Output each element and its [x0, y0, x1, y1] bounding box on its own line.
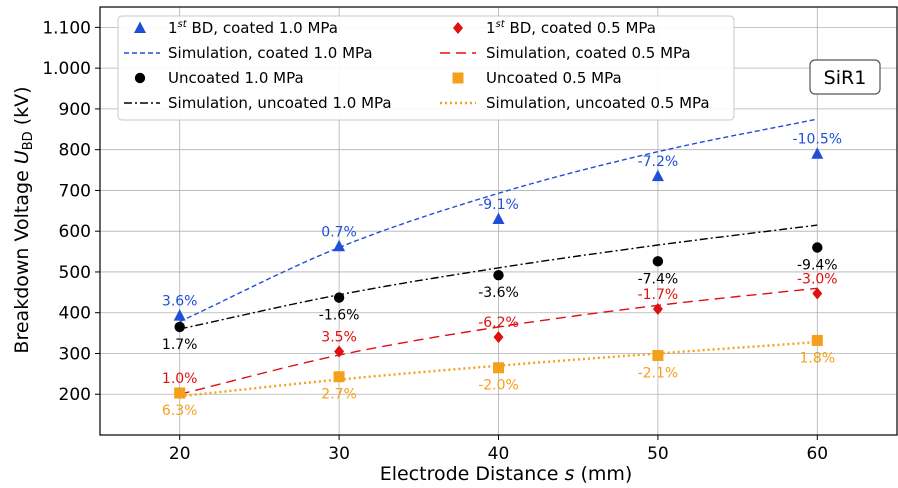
data-label: 3.6% [162, 294, 198, 310]
data-label: -7.2% [638, 154, 679, 170]
x-tick-label: 20 [169, 444, 191, 464]
data-point [334, 345, 345, 358]
legend-marker [134, 21, 146, 33]
legend: 1st BD, coated 1.0 MPa Simulation, coated… [117, 15, 735, 121]
x-tick-label: 50 [647, 444, 669, 464]
data-point [651, 169, 664, 182]
y-tick-label: 1.100 [42, 18, 91, 38]
data-point [812, 242, 823, 253]
data-point [652, 256, 664, 267]
data-point [492, 212, 505, 224]
data-point [811, 147, 824, 159]
data-point [652, 303, 663, 316]
data-label: 6.3% [162, 403, 198, 419]
data-label: -2.1% [638, 366, 679, 382]
legend-label: 1st BD, coated 1.0 MPa [168, 19, 338, 37]
data-point [493, 331, 504, 344]
data-label: -10.5% [793, 132, 843, 148]
data-label: 0.7% [321, 224, 357, 240]
y-tick-label: 600 [59, 222, 91, 242]
y-tick-label: 900 [59, 100, 91, 120]
simulation-line [179, 287, 818, 395]
x-tick-label: 60 [806, 444, 828, 464]
legend-label: Simulation, coated 0.5 MPa [486, 44, 691, 62]
legend-label: Uncoated 1.0 MPa [168, 69, 304, 87]
legend-label: Simulation, uncoated 1.0 MPa [168, 94, 392, 112]
data-label: 1.0% [162, 371, 198, 387]
data-label: -9.4% [797, 257, 838, 273]
data-label: 3.5% [321, 329, 357, 345]
data-label: -1.6% [319, 308, 360, 324]
axis-ticks: 20 30 40 50 60 200 300 400 500 600 700 800 900 1.000 1… [42, 18, 828, 464]
data-point [173, 309, 186, 321]
annotation-box: SiR1 [809, 59, 881, 95]
data-point [811, 334, 823, 346]
data-label: 1.7% [162, 337, 198, 353]
annotation-text: SiR1 [824, 67, 867, 89]
legend-marker [134, 72, 146, 84]
data-point [812, 287, 823, 300]
y-tick-label: 500 [59, 263, 91, 283]
simulation-line [179, 224, 818, 330]
legend-label: Simulation, coated 1.0 MPa [168, 44, 373, 62]
data-label: 1.8% [800, 350, 836, 366]
legend-marker [452, 72, 464, 84]
data-point [333, 292, 345, 303]
legend-frame [117, 15, 735, 121]
legend-label: Uncoated 0.5 MPa [486, 69, 622, 87]
data-point [493, 270, 504, 281]
data-point [652, 350, 664, 362]
y-tick-label: 800 [59, 141, 91, 161]
y-axis-label: Breakdown Voltage UBD (kV) [11, 86, 36, 353]
legend-label: 1st BD, coated 0.5 MPa [486, 19, 656, 37]
data-point [333, 371, 345, 383]
data-label: -6.2% [478, 315, 519, 331]
simulation-line [179, 118, 818, 323]
data-label: -3.6% [478, 285, 519, 301]
legend-label: Simulation, uncoated 0.5 MPa [486, 94, 710, 112]
data-label: 2.7% [321, 387, 357, 403]
data-label: -9.1% [478, 197, 519, 213]
y-tick-label: 300 [59, 344, 91, 364]
measured-points [173, 147, 824, 400]
data-label: -1.7% [638, 287, 679, 303]
y-tick-label: 700 [59, 181, 91, 201]
legend-marker [453, 22, 463, 34]
x-tick-label: 40 [488, 444, 510, 464]
x-tick-label: 30 [328, 444, 350, 464]
data-point [174, 387, 186, 399]
y-tick-label: 1.000 [42, 59, 91, 79]
y-tick-label: 200 [59, 385, 91, 405]
data-point [333, 239, 346, 252]
data-label: -2.0% [478, 378, 519, 394]
data-point [174, 321, 185, 333]
data-point [493, 362, 504, 374]
x-axis-label: Electrode Distance s (mm) [380, 463, 633, 485]
data-label: -7.4% [638, 271, 679, 287]
percentage-labels: 3.6% 0.7% -9.1% -7.2% -10.5% 1.7% -1.6% -3.6% -7… [162, 132, 842, 419]
y-tick-label: 400 [59, 304, 91, 324]
data-label: -3.0% [797, 272, 838, 288]
